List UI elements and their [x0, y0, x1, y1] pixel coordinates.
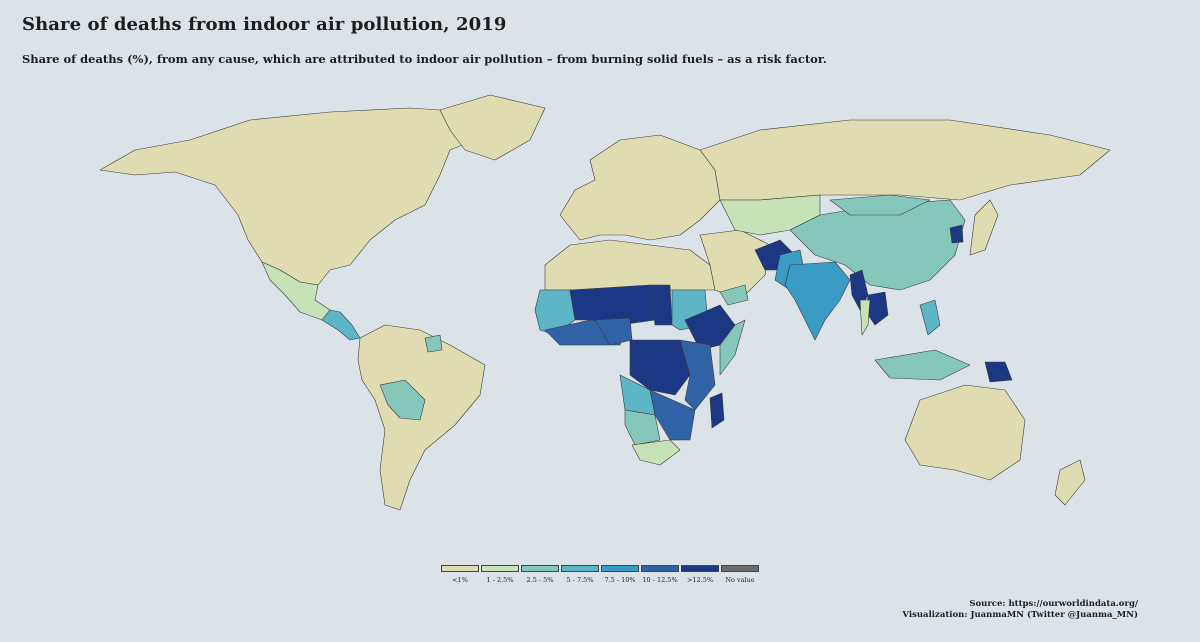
- legend-swatch: [521, 565, 559, 572]
- region-europe: [559, 134, 721, 241]
- region-north-america: [99, 107, 501, 286]
- legend-item: 1 - 2.5%: [481, 565, 519, 584]
- legend-item: 10 - 12.5%: [641, 565, 679, 584]
- region-south-africa: [631, 439, 681, 466]
- legend-item: No value: [721, 565, 759, 584]
- legend-label: 1 - 2.5%: [486, 576, 514, 584]
- legend-item: 5 - 7.5%: [561, 565, 599, 584]
- region-japan: [969, 199, 999, 256]
- region-thailand: [859, 299, 871, 336]
- region-madagascar: [709, 392, 725, 429]
- region-north-africa: [544, 239, 716, 291]
- map-subtitle: Share of deaths (%), from any cause, whi…: [22, 52, 827, 66]
- region-zambia-mozambique: [649, 389, 696, 441]
- legend-swatch: [601, 565, 639, 572]
- legend-label: 5 - 7.5%: [566, 576, 594, 584]
- region-indonesia: [874, 349, 971, 381]
- legend-label: <1%: [452, 576, 468, 584]
- legend-swatch: [441, 565, 479, 572]
- legend-item: >12.5%: [681, 565, 719, 584]
- region-bolivia-peru: [379, 379, 426, 421]
- legend-label: 7.5 - 10%: [604, 576, 636, 584]
- region-new-zealand: [1054, 459, 1086, 506]
- legend-swatch: [641, 565, 679, 572]
- region-namibia-botswana: [624, 409, 661, 446]
- region-yemen: [719, 284, 749, 306]
- region-mongolia: [829, 194, 931, 216]
- region-middle-east: [699, 229, 771, 301]
- region-somalia: [719, 319, 746, 376]
- legend-label: >12.5%: [686, 576, 714, 584]
- region-philippines: [919, 299, 941, 336]
- legend-label: No value: [725, 576, 755, 584]
- region-australia: [904, 384, 1026, 481]
- source-line: Source: https://ourworldindata.org/: [969, 599, 1138, 609]
- legend-swatch: [721, 565, 759, 572]
- region-guyana: [424, 334, 443, 353]
- legend-label: 2.5 - 5%: [526, 576, 554, 584]
- legend-swatch: [481, 565, 519, 572]
- region-papua-new-guinea: [984, 361, 1013, 383]
- region-north-korea: [949, 224, 964, 244]
- region-central-america: [321, 309, 361, 341]
- legend-item: <1%: [441, 565, 479, 584]
- source-note: Source: https://ourworldindata.org/ Visu…: [902, 599, 1138, 621]
- legend-item: 7.5 - 10%: [601, 565, 639, 584]
- visualization-credit: Visualization: JuanmaMN (Twitter @Juanma…: [902, 610, 1138, 620]
- legend-label: 10 - 12.5%: [642, 576, 678, 584]
- region-india: [784, 261, 851, 341]
- legend-item: 2.5 - 5%: [521, 565, 559, 584]
- legend-swatch: [561, 565, 599, 572]
- map-title: Share of deaths from indoor air pollutio…: [22, 14, 507, 35]
- legend: <1% 1 - 2.5% 2.5 - 5% 5 - 7.5% 7.5 - 10% 10 -…: [441, 565, 759, 584]
- region-south-america: [357, 324, 486, 511]
- legend-swatch: [681, 565, 719, 572]
- region-greenland: [439, 94, 546, 161]
- region-russia: [699, 119, 1111, 201]
